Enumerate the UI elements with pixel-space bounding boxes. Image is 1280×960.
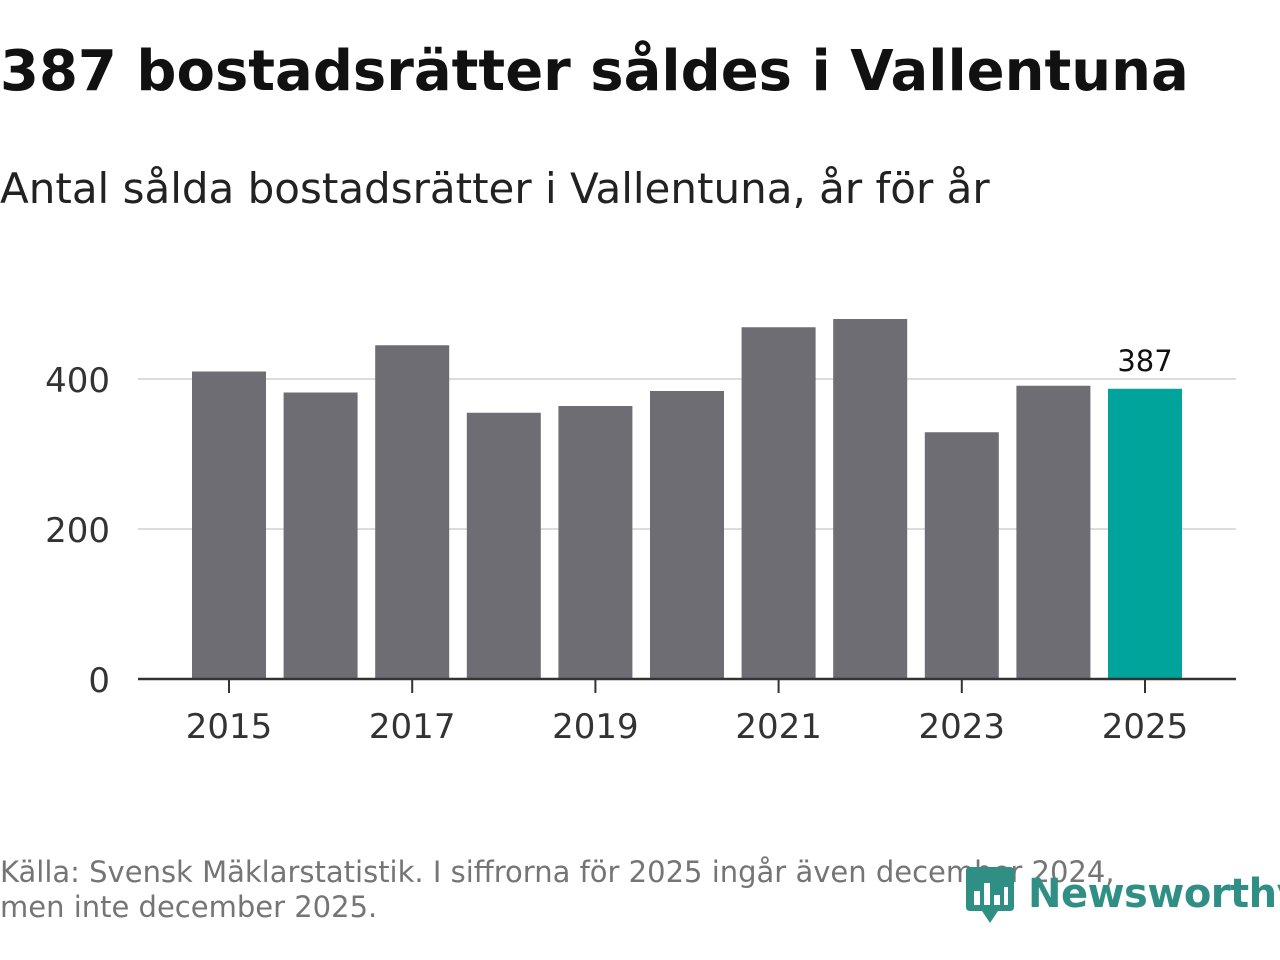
bar-2018: [466, 412, 541, 679]
chart-subtitle: Antal sålda bostadsrätter i Vallentuna, …: [0, 164, 990, 213]
y-axis-ticks: 0 200 400: [45, 361, 110, 701]
bar-2015: [192, 371, 266, 679]
bar-2024: [1016, 385, 1091, 679]
bar-2021: [741, 327, 816, 679]
logo-text: Newsworthy: [1028, 871, 1280, 917]
y-tick-label-0: 0: [88, 661, 110, 701]
bar-2017: [375, 345, 450, 679]
source-line-1: Källa: Svensk Mäklarstatistik. I siffror…: [0, 855, 1115, 889]
y-tick-label-200: 200: [45, 511, 110, 551]
x-tick-label-2025: 2025: [1102, 707, 1189, 747]
bar-2019: [558, 406, 633, 679]
x-tick-label-2021: 2021: [735, 707, 822, 747]
bar-2025: [1108, 388, 1182, 679]
source-note: Källa: Svensk Mäklarstatistik. I siffror…: [0, 855, 1115, 926]
x-tick-label-2023: 2023: [919, 707, 1006, 747]
data-labels: 387: [1117, 344, 1172, 378]
bars: [192, 319, 1182, 679]
x-axis-ticks: 2015 2017 2019 2021 2023 2025: [186, 679, 1189, 747]
source-line-2: men inte december 2025.: [0, 890, 378, 925]
bar-2023: [924, 432, 999, 679]
data-label-2025: 387: [1117, 344, 1172, 378]
bar-2020: [650, 391, 724, 679]
bar-2016: [283, 392, 358, 679]
x-tick-label-2015: 2015: [186, 707, 273, 747]
bar-2022: [833, 319, 908, 679]
y-tick-label-400: 400: [45, 361, 110, 401]
x-tick-label-2019: 2019: [552, 707, 639, 747]
x-tick-label-2017: 2017: [369, 707, 456, 747]
newsworthy-logo-icon: [966, 867, 1014, 923]
chart-title: 387 bostadsrätter såldes i Vallentuna: [0, 39, 1189, 104]
newsworthy-logo: Newsworthy: [964, 862, 1280, 926]
